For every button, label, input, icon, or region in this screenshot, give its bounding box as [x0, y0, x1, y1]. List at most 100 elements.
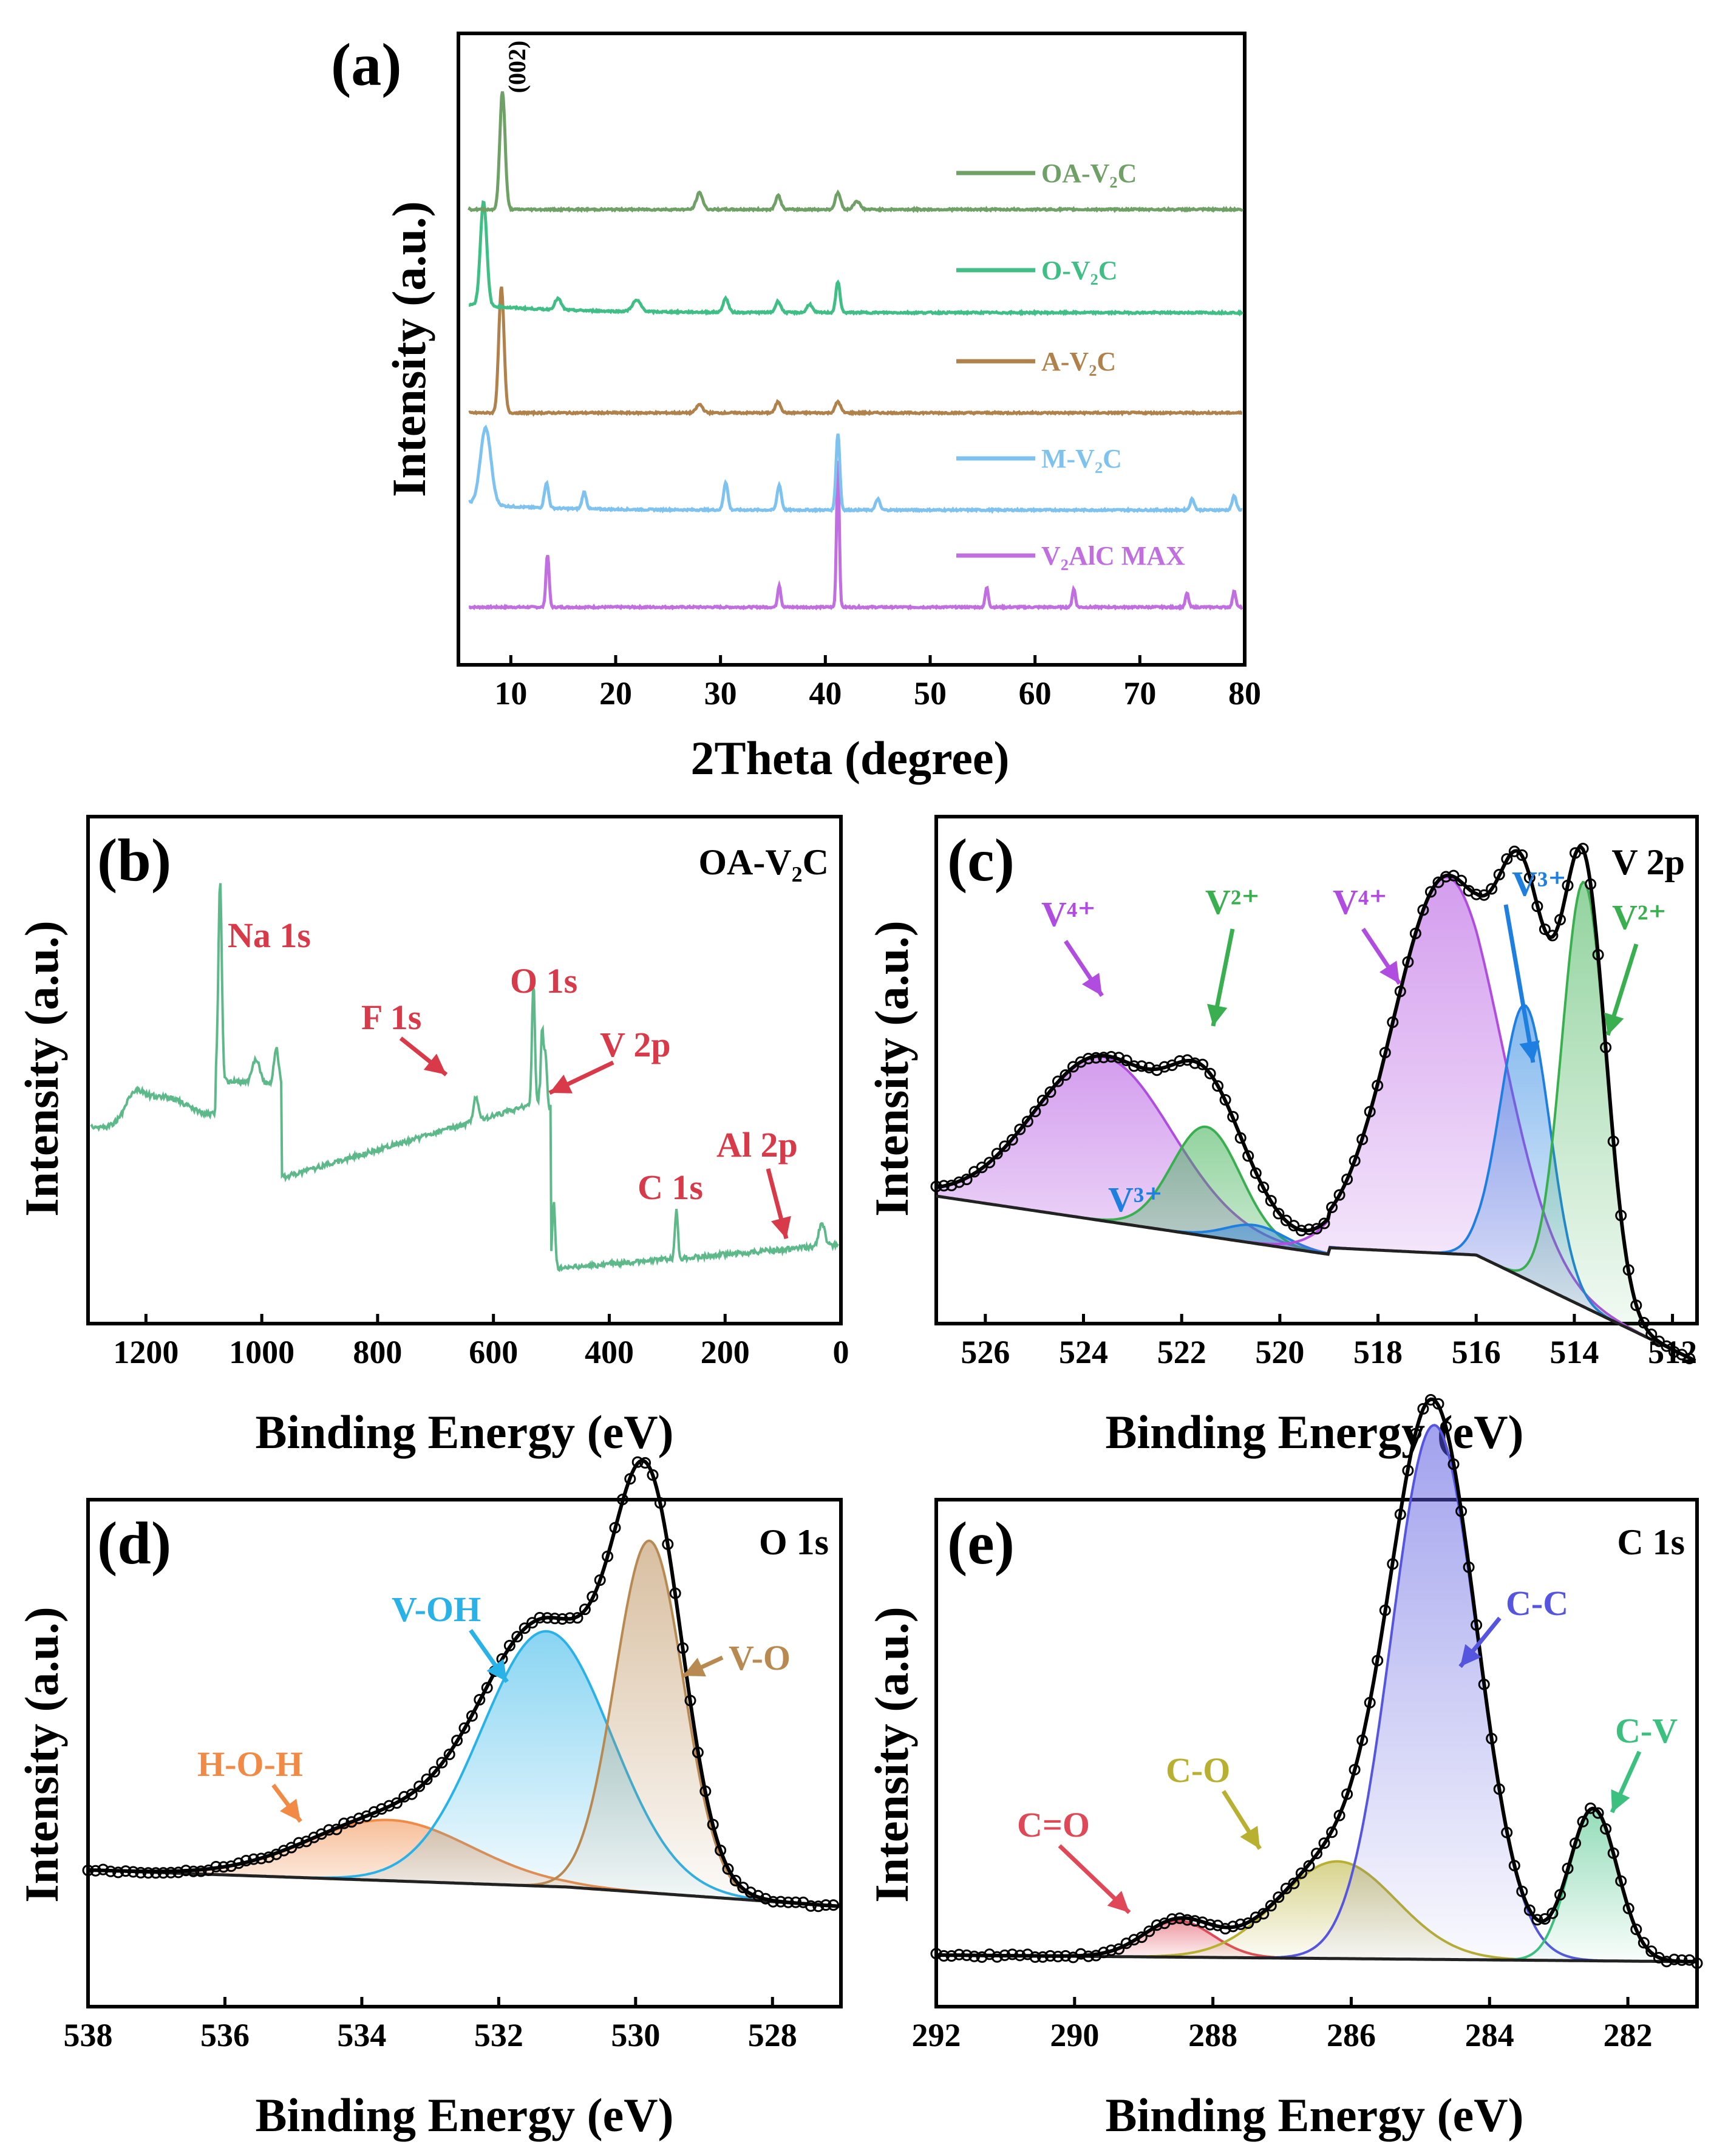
c-c-arrow-head: [1460, 1644, 1481, 1667]
component-fill: [936, 1005, 1697, 1362]
raw-data-point: [729, 1874, 741, 1886]
raw-data-point: [1425, 886, 1437, 898]
raw-data-point: [1105, 1944, 1117, 1956]
panel-c-tick-label: 526: [961, 1334, 1010, 1370]
component-fill: [936, 1809, 1697, 1962]
raw-data-point: [293, 1837, 305, 1849]
raw-data-point: [1645, 1945, 1658, 1957]
raw-data-point: [1075, 1948, 1087, 1960]
raw-data-point: [1044, 1086, 1056, 1098]
raw-data-point: [1516, 1885, 1528, 1897]
annot-al2p: Al 2p: [716, 1125, 798, 1165]
raw-data-point: [564, 1612, 576, 1624]
raw-data-point: [135, 1866, 147, 1879]
raw-data-point: [240, 1855, 252, 1866]
component-fill: [936, 882, 1697, 1362]
panel-b-tick-label: 600: [469, 1334, 518, 1370]
panel-d-label: (d): [97, 1509, 171, 1577]
panel-d-annotations: H-O-H V-OH V-O: [197, 1590, 791, 1784]
panel-b-x-ticks: 1200 1000 800 600 400 200 0: [113, 1314, 849, 1370]
raw-data-point: [1295, 1225, 1307, 1237]
raw-data-point: [1501, 853, 1513, 865]
raw-data-point: [519, 1622, 531, 1634]
raw-data-point: [1455, 1505, 1468, 1517]
raw-data-point: [1151, 1919, 1163, 1931]
raw-data-point: [1615, 1875, 1627, 1887]
panel-d-arrows: [271, 1628, 724, 1823]
panel-d-x-title: Binding Energy (eV): [255, 2089, 673, 2141]
raw-data-point: [1417, 904, 1429, 916]
raw-data-point: [165, 1866, 177, 1879]
raw-data-point: [180, 1865, 192, 1877]
panel-d-y-title: Intensity (a.u.): [15, 1607, 68, 1903]
raw-data-point: [1592, 949, 1604, 961]
raw-data-point: [1021, 1948, 1033, 1960]
raw-data-point: [1402, 1464, 1414, 1477]
raw-data-point: [1326, 1826, 1338, 1838]
raw-data-point: [1021, 1115, 1033, 1127]
raw-data-point: [1060, 1950, 1072, 1962]
raw-data-point: [1182, 1914, 1193, 1926]
raw-data-point: [1303, 1860, 1315, 1872]
xrd-curve: [468, 91, 1243, 214]
raw-data-point: [699, 1785, 712, 1797]
panel-e-region-label: C 1s: [1617, 1522, 1685, 1562]
raw-data-point: [511, 1631, 523, 1643]
panel-b-annotations: Na 1s F 1s O 1s V 2p C 1s Al 2p: [228, 916, 798, 1207]
raw-data-point: [97, 1863, 109, 1875]
annot-c-o: C-O: [1166, 1750, 1230, 1790]
raw-data-point: [1455, 874, 1468, 886]
panel-b-y-title: Intensity (a.u.): [15, 920, 68, 1217]
panel-d-tick-label: 538: [64, 2017, 113, 2053]
raw-data-point: [1242, 1150, 1254, 1162]
raw-data-point: [1676, 1954, 1688, 1966]
raw-data-point: [217, 1861, 230, 1873]
raw-data-point: [820, 1899, 832, 1911]
panel-b-arrows: [399, 1036, 791, 1239]
c-v-arrow-head: [1611, 1789, 1630, 1812]
raw-data-point: [1539, 1913, 1551, 1925]
panel-c-fit: [930, 843, 1697, 1364]
raw-data-point: [1227, 1920, 1239, 1933]
raw-data-point: [458, 1722, 471, 1734]
raw-data-point: [775, 1896, 787, 1908]
panel-e-x-ticks: 292 290 288 286 284 282: [912, 1997, 1653, 2053]
panel-e-arrows: [1058, 1616, 1642, 1914]
raw-data-point: [1098, 1052, 1110, 1064]
panel-c-annotations: V⁴⁺ V²⁺ V⁴⁺ V³⁺ V²⁺ V³⁺: [1041, 864, 1667, 1219]
raw-data-point: [1326, 1202, 1338, 1213]
raw-data-point: [1577, 1815, 1589, 1828]
raw-data-point: [1105, 1051, 1117, 1063]
annot-v2-right: V²⁺: [1612, 897, 1667, 937]
raw-data-point: [1135, 1931, 1148, 1943]
raw-data-point: [1440, 871, 1452, 883]
raw-data-point: [587, 1591, 599, 1603]
c-eq-o-arrow-head: [1107, 1891, 1129, 1913]
raw-data-point: [1265, 1195, 1277, 1207]
raw-data-point: [1189, 1057, 1201, 1069]
survey-curve: [90, 883, 839, 1273]
raw-data-point: [991, 1148, 1003, 1160]
raw-data-point: [722, 1863, 734, 1875]
v3-right-arrow: [1503, 904, 1536, 1063]
panel-e-tick-label: 288: [1188, 2017, 1237, 2053]
panel-b-curve: [90, 883, 839, 1273]
raw-data-point: [1463, 1561, 1475, 1573]
raw-data-point: [1014, 1950, 1026, 1962]
raw-data-point: [1166, 1913, 1178, 1925]
panel-b-survey: (b) OA-V₂C Binding Energy (eV) Intensity…: [15, 815, 849, 1458]
raw-data-point: [961, 1949, 973, 1961]
raw-data-point: [1189, 1915, 1201, 1927]
raw-data-point: [1036, 1095, 1049, 1106]
raw-data-point: [330, 1823, 342, 1835]
raw-data-point: [1691, 1957, 1703, 1969]
raw-data-point: [1257, 1182, 1270, 1193]
raw-data-point: [1523, 872, 1536, 884]
raw-data-point: [571, 1612, 583, 1624]
panel-d-tick-label: 534: [337, 2017, 386, 2053]
raw-data-point: [1349, 1155, 1361, 1167]
raw-data-point: [804, 1900, 817, 1912]
annot-v3-right: V³⁺: [1512, 864, 1566, 903]
v4-right-arrow-head: [1379, 961, 1400, 984]
panel-c-tick-label: 522: [1157, 1334, 1206, 1370]
